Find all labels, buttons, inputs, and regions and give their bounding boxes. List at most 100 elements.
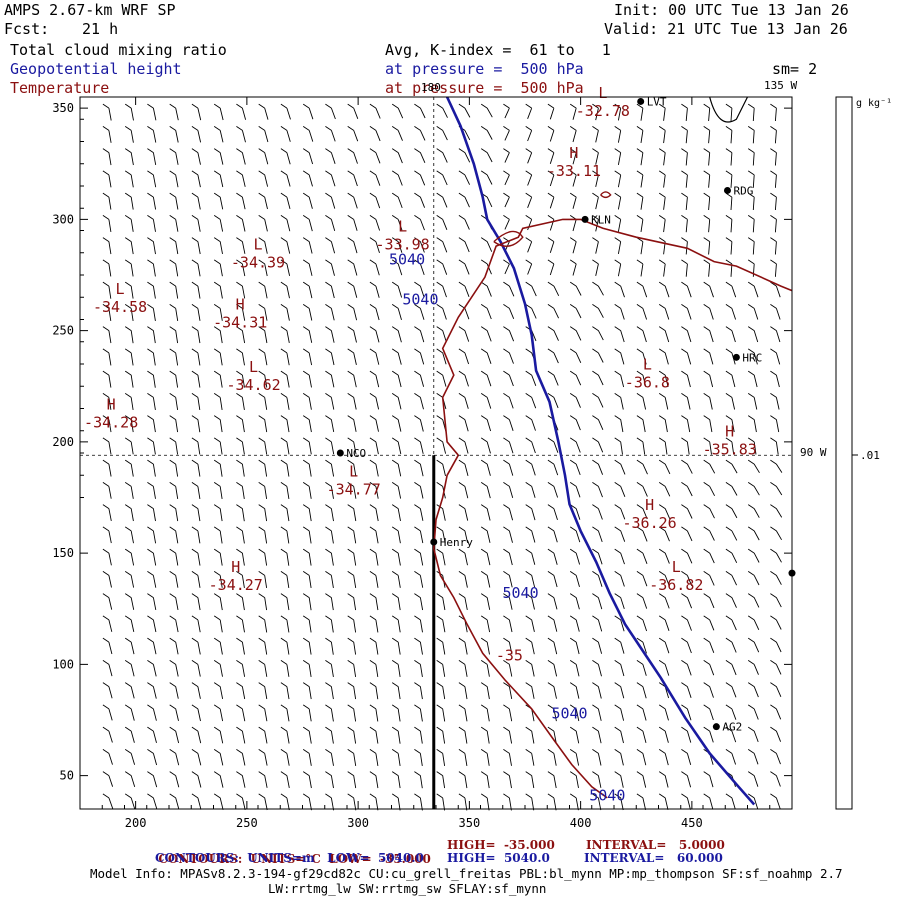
extremum-value: -33.98 — [376, 236, 430, 254]
y-tick-label: 200 — [52, 435, 74, 449]
height-contour-5040 — [445, 96, 756, 806]
extremum-value: -35.83 — [703, 440, 757, 458]
model-title: AMPS 2.67-km WRF SP — [4, 1, 176, 19]
extremum-value: -34.31 — [213, 314, 267, 332]
extremum-value: -36.8 — [625, 374, 670, 392]
colorbar — [835, 96, 853, 810]
extremum-kind: L — [598, 84, 607, 102]
coastline-north — [709, 96, 749, 123]
x-tick-label: 300 — [347, 816, 369, 830]
x-tick-label: 400 — [570, 816, 592, 830]
station-label: AG2 — [722, 721, 742, 734]
height-contour-label: 5040 — [402, 290, 438, 308]
lon-180-label: 180 — [421, 81, 441, 94]
station-markers: LVT RDG KLN HRC NCO Henry AG2 — [336, 95, 796, 734]
extremum-value: -34.39 — [231, 253, 285, 271]
extremum-kind: H — [107, 396, 116, 414]
extremum-kind: H — [569, 144, 578, 162]
field-cloud-label: Total cloud mixing ratio — [10, 41, 227, 59]
contour-annotations: L-32.78H-33.11L-33.98L-34.39L-34.58 H-34.… — [84, 84, 757, 805]
temperature-contour-label: -35 — [496, 646, 523, 664]
extremum-value: -34.77 — [327, 480, 381, 498]
height-contour-label: 5040 — [502, 584, 538, 602]
extremum-kind: L — [349, 462, 358, 480]
fcst-value: 21 h — [82, 20, 119, 38]
k-index-range: Avg, K-index = 61 to 1 — [385, 41, 611, 59]
extremum-kind: H — [725, 422, 734, 440]
station-marker — [430, 538, 438, 546]
station-label: NCO — [346, 447, 366, 460]
station-marker — [637, 97, 645, 105]
station-label: KLN — [591, 213, 611, 226]
height-contour-high: HIGH= 5040.0 — [447, 851, 550, 865]
contour-lines — [432, 96, 793, 806]
station-label: LVT — [647, 95, 667, 108]
station-label: HRC — [742, 351, 762, 364]
coastline — [432, 96, 749, 809]
x-tick-label: 200 — [125, 816, 147, 830]
y-tick-label: 50 — [60, 769, 74, 783]
extremum-kind: L — [398, 218, 407, 236]
height-contour-label: 5040 — [551, 704, 587, 722]
station-label: Henry — [440, 536, 473, 549]
station-label: RDG — [733, 184, 753, 197]
y-tick-label: 300 — [52, 212, 74, 226]
lon-135w-label: 135 W — [764, 79, 797, 92]
smoothing-label: sm= 2 — [772, 60, 818, 78]
temperature-pressure-level: at pressure = 500 hPa — [385, 79, 584, 97]
axis-ticks: 200 250 300 350 400 450 50 100 150 200 250 300 350 — [52, 96, 793, 830]
temperature-contour-minus35-south — [432, 454, 608, 799]
y-tick-label: 150 — [52, 546, 74, 560]
height-contour-label: 5040 — [389, 250, 425, 268]
x-tick-label: 250 — [236, 816, 258, 830]
extremum-kind: L — [672, 558, 681, 576]
extremum-kind: H — [236, 296, 245, 314]
temp-contour-interval: INTERVAL= 5.0000 — [586, 838, 725, 852]
temperature-contour-small — [600, 191, 612, 199]
station-marker — [732, 353, 740, 361]
extremum-kind: L — [116, 280, 125, 298]
temp-contour-summary: CONTOURS: UNITS=°C LOW= -35.000 — [150, 838, 431, 866]
wind-barb-field — [102, 103, 783, 811]
height-contour-label: 5040 — [589, 787, 625, 805]
station-marker — [712, 723, 720, 731]
extremum-kind: L — [253, 235, 262, 253]
wind-barbs — [102, 103, 783, 811]
colorbar-tick-label: .01 — [860, 449, 880, 462]
extremum-value: -34.58 — [93, 298, 147, 316]
height-contour-low: CONTOURS: UNITS=m LOW= 5040.0 — [155, 851, 424, 865]
model-info: Model Info: MPASv8.2.3-194-gf29cd82c CU:… — [90, 866, 843, 881]
field-temperature-label: Temperature — [10, 79, 110, 97]
extremum-kind: H — [645, 496, 654, 514]
height-pressure-level: at pressure = 500 hPa — [385, 60, 584, 78]
temp-contour-high: HIGH= -35.000 — [447, 838, 555, 852]
extremum-kind: H — [231, 558, 240, 576]
y-tick-label: 350 — [52, 101, 74, 115]
station-marker — [581, 215, 589, 223]
fcst-label: Fcst: — [4, 20, 50, 38]
extremum-value: -33.11 — [547, 162, 601, 180]
colorbar-units: g kg⁻¹ — [856, 98, 892, 109]
station-marker — [336, 449, 344, 457]
extremum-value: -32.78 — [576, 102, 630, 120]
init-time: Init: 00 UTC Tue 13 Jan 26 — [614, 1, 849, 19]
valid-time: Valid: 21 UTC Tue 13 Jan 26 — [604, 20, 848, 38]
extremum-kind: L — [643, 356, 652, 374]
plot-frame — [79, 96, 793, 810]
temperature-contour-island — [493, 230, 524, 247]
temperature-contour-minus35 — [441, 218, 793, 456]
extremum-value: -34.28 — [84, 414, 138, 432]
height-contour-interval: INTERVAL= 60.000 — [584, 851, 723, 865]
station-marker — [723, 186, 731, 194]
y-tick-label: 250 — [52, 324, 74, 338]
x-tick-label: 450 — [681, 816, 703, 830]
x-tick-label: 350 — [459, 816, 481, 830]
y-tick-label: 100 — [52, 657, 74, 671]
lon-90w-label: 90 W — [800, 446, 827, 459]
extremum-value: -34.27 — [209, 576, 263, 594]
extremum-value: -36.82 — [649, 576, 703, 594]
temp-contour-low: CONTOURS: UNITS=°C LOW= -35.000 — [158, 852, 431, 866]
extremum-value: -36.26 — [623, 514, 677, 532]
model-info-radiation: LW:rrtmg_lw SW:rrtmg_sw SFLAY:sf_mynn — [268, 881, 547, 896]
